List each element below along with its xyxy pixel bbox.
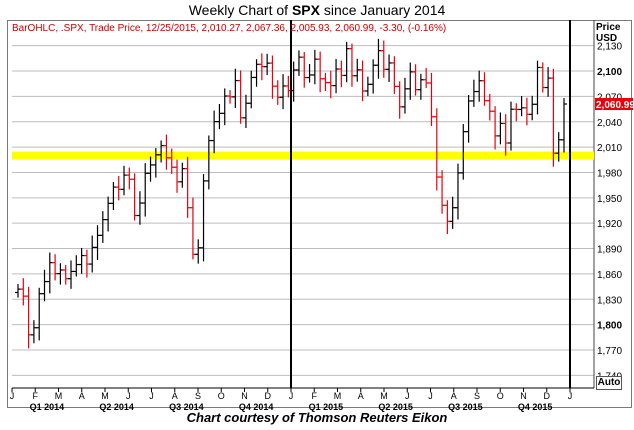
month-label: D	[544, 391, 551, 401]
month-label: M	[380, 391, 388, 401]
y-tick-label: 1,830	[597, 295, 622, 306]
month-label: J	[568, 391, 573, 401]
month-label: N	[241, 391, 248, 401]
y-tick-label: 1,950	[597, 194, 622, 205]
y-tick-label: 1,920	[597, 219, 622, 230]
month-label: S	[474, 391, 480, 401]
y-tick-label: 1,980	[597, 168, 622, 179]
y-tick-label: 1,860	[597, 270, 622, 281]
auto-scale-button[interactable]: Auto	[596, 376, 622, 390]
month-label: A	[451, 391, 457, 401]
month-label: J	[10, 391, 15, 401]
quarter-label: Q2 2015	[378, 402, 413, 412]
month-label: A	[358, 391, 364, 401]
y-tick-label: 1,890	[597, 245, 622, 256]
month-label: F	[33, 391, 39, 401]
y-tick-label: 2,100	[597, 67, 622, 78]
month-label: F	[312, 391, 318, 401]
y-tick-label: 2,130	[597, 42, 622, 53]
chart-legend: BarOHLC, .SPX, Trade Price, 12/25/2015, …	[12, 23, 447, 34]
month-label: J	[405, 391, 410, 401]
month-label: M	[101, 391, 109, 401]
y-tick-label: 2,040	[597, 118, 622, 129]
quarter-label: Q1 2014	[30, 402, 65, 412]
month-label: M	[334, 391, 342, 401]
last-price-label: 2,060.99	[596, 100, 634, 111]
chart-title: Weekly Chart of SPX since January 2014	[188, 2, 446, 18]
chart-caption: Chart courtesy of Thomson Reuters Eikon	[186, 410, 448, 425]
quarter-label: Q1 2015	[309, 402, 344, 412]
price-axis-header: Price USD	[596, 22, 620, 44]
price-axis-title: Price	[596, 22, 621, 33]
month-label: N	[520, 391, 527, 401]
y-tick-label: 2,070	[597, 92, 622, 103]
y-tick-label: 1,770	[597, 346, 622, 357]
quarter-label: Q4 2014	[239, 402, 274, 412]
quarter-label: Q3 2015	[448, 402, 483, 412]
month-label: A	[172, 391, 178, 401]
month-label: M	[55, 391, 63, 401]
month-label: O	[497, 391, 504, 401]
month-label: A	[79, 391, 85, 401]
month-label: J	[289, 391, 294, 401]
month-label: J	[126, 391, 131, 401]
quarter-label: Q2 2014	[99, 402, 134, 412]
y-tick-label: 2,010	[597, 143, 622, 154]
month-label: S	[195, 391, 201, 401]
month-label: O	[218, 391, 225, 401]
quarter-label: Q4 2015	[518, 402, 553, 412]
price-axis-currency: USD	[596, 33, 618, 44]
support-highlight-band	[12, 151, 594, 160]
y-tick-label: 1,800	[597, 321, 622, 332]
quarter-label: Q3 2014	[169, 402, 204, 412]
chart-frame	[7, 20, 632, 408]
month-label: D	[265, 391, 272, 401]
month-label: J	[149, 391, 154, 401]
month-label: J	[428, 391, 433, 401]
last-price-tag	[595, 98, 633, 111]
